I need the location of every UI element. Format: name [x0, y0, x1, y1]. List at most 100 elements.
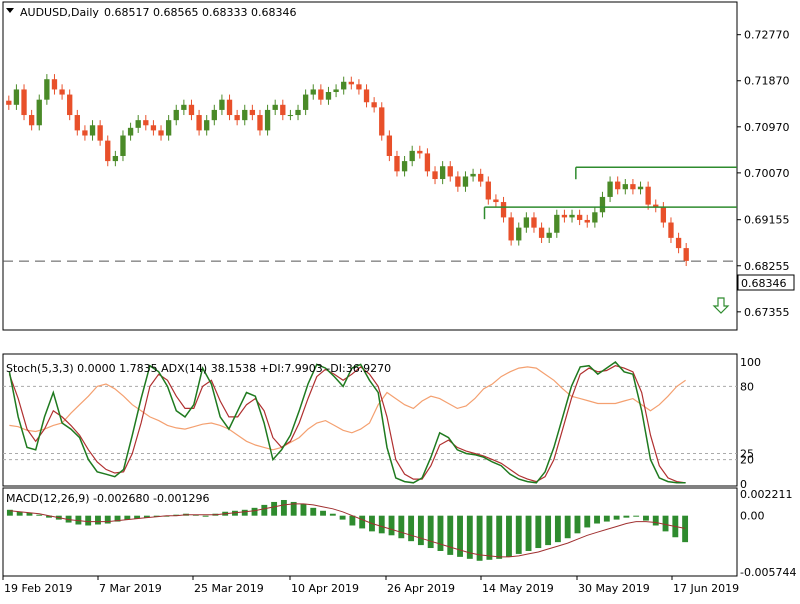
- candle-body: [59, 89, 65, 95]
- candle-body: [97, 125, 103, 141]
- candle-body: [417, 150, 423, 154]
- macd-bar: [457, 515, 463, 557]
- candle-body: [280, 104, 286, 116]
- candle-body: [211, 109, 217, 121]
- symbol-label: AUDUSD,Daily: [20, 6, 99, 19]
- candle-body: [447, 166, 453, 177]
- candle-body: [158, 130, 164, 136]
- macd-bar: [545, 515, 552, 546]
- candle-body: [599, 196, 606, 213]
- macd-bar: [339, 515, 346, 520]
- candle-body: [44, 79, 50, 100]
- candle-body: [607, 181, 613, 197]
- candle-body: [196, 115, 202, 131]
- candle-body: [165, 120, 172, 136]
- candles-group: [6, 74, 689, 267]
- candle-body: [538, 227, 545, 238]
- candle-body: [569, 214, 575, 218]
- macd-bar: [388, 515, 395, 536]
- candle-body: [478, 173, 484, 182]
- macd-bar: [603, 515, 610, 522]
- candle-body: [660, 207, 667, 223]
- macd-bar: [104, 515, 111, 524]
- macd-bar: [290, 501, 297, 516]
- candle-body: [675, 237, 682, 249]
- candle-body: [249, 109, 256, 116]
- macd-bar: [310, 507, 317, 516]
- candle-body: [204, 120, 210, 131]
- candle-body: [67, 94, 73, 116]
- macd-bar: [408, 515, 415, 542]
- candle-body: [295, 109, 301, 116]
- macd-bar: [564, 515, 571, 539]
- current-price-tag: 0.68346: [737, 274, 795, 291]
- candle-body: [226, 99, 233, 116]
- price-tick-label: 0.70970: [744, 121, 790, 134]
- macd-bar: [506, 515, 512, 557]
- candle-body: [127, 127, 134, 136]
- candle-body: [120, 135, 126, 156]
- candle-body: [150, 125, 157, 131]
- stoch-tick-label: 80: [740, 380, 754, 393]
- candle-body: [470, 173, 476, 177]
- macd-bar: [466, 515, 473, 559]
- macd-bar: [662, 515, 669, 532]
- macd-bar: [232, 510, 238, 516]
- macd-bar: [261, 504, 268, 516]
- macd-bar: [554, 515, 561, 543]
- levels-group: [483, 166, 737, 220]
- candle-body: [325, 92, 332, 100]
- candle-body: [173, 109, 179, 121]
- macd-bar: [6, 509, 13, 516]
- candle-body: [500, 202, 507, 218]
- macd-bar: [535, 515, 542, 549]
- candle-body: [89, 125, 96, 136]
- candle-body: [653, 204, 659, 208]
- candle-body: [523, 217, 530, 228]
- candle-body: [630, 184, 636, 190]
- macd-bar: [16, 511, 23, 516]
- macd-bar: [427, 515, 434, 549]
- candle-body: [310, 89, 316, 95]
- macd-panel-label: MACD(12,26,9) -0.002680 -0.001296: [6, 492, 209, 505]
- macd-bar: [241, 509, 248, 516]
- macd-panel-frame: [2, 487, 738, 577]
- macd-bar: [652, 515, 659, 526]
- stoch-tick-label: 100: [740, 356, 761, 369]
- macd-bar: [173, 514, 180, 516]
- macd-bar: [594, 515, 600, 524]
- candle-body: [363, 89, 370, 103]
- candle-body: [516, 227, 522, 241]
- candle-body: [287, 115, 294, 117]
- candle-body: [257, 115, 263, 131]
- macd-bar: [378, 515, 385, 534]
- chart-header: AUDUSD,Daily 0.68517 0.68565 0.68333 0.6…: [6, 6, 296, 19]
- macd-bar: [525, 515, 532, 551]
- candle-body: [302, 94, 309, 110]
- macd-bar: [584, 515, 591, 528]
- candle-body: [6, 100, 12, 105]
- x-axis-label: 17 Jun 2019: [673, 582, 739, 595]
- candle-body: [637, 186, 644, 190]
- candle-body: [462, 176, 469, 187]
- macd-bar: [251, 507, 258, 516]
- candle-body: [28, 115, 35, 126]
- current-price-value: 0.68346: [741, 277, 787, 290]
- candle-body: [576, 214, 583, 220]
- macd-bar: [613, 515, 620, 520]
- macd-bar: [85, 515, 92, 526]
- candle-body: [546, 232, 552, 238]
- dropdown-triangle-icon[interactable]: [6, 8, 14, 13]
- candle-body: [584, 219, 590, 223]
- macd-bar: [114, 515, 121, 522]
- price-tick-label: 0.70070: [744, 167, 790, 180]
- macd-bar: [271, 501, 278, 516]
- macd-bar: [349, 515, 356, 526]
- candle-body: [508, 217, 514, 241]
- candle-body: [181, 104, 187, 110]
- stoch-panel-label: Stoch(5,3,3) 0.0000 1.7835 ADX(14) 38.15…: [6, 362, 391, 375]
- price-tick-label: 0.68255: [744, 260, 790, 273]
- macd-bar: [300, 503, 307, 516]
- candle-body: [379, 107, 385, 136]
